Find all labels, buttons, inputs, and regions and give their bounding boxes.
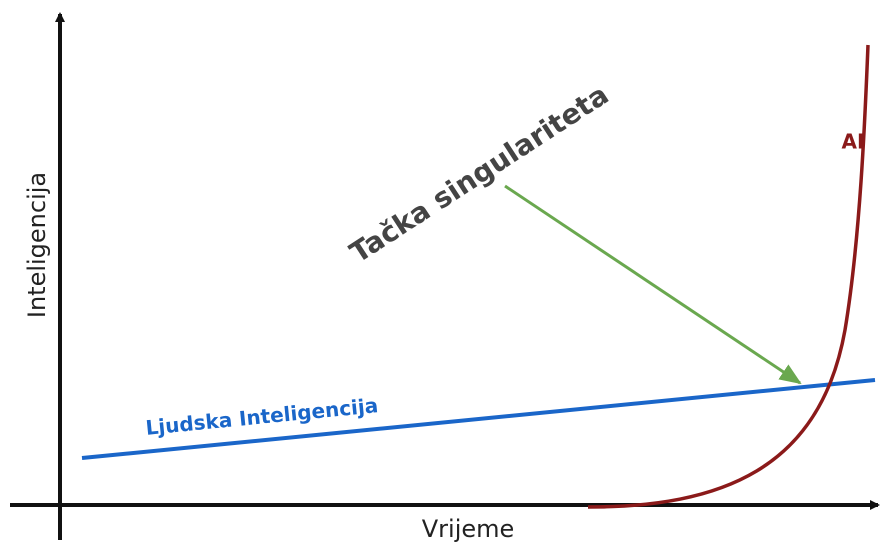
ai-label: AI — [842, 130, 865, 154]
annotation: Tačka singulariteta — [344, 78, 614, 270]
x-axis-label: Vrijeme — [422, 515, 515, 543]
y-axis-label: Inteligencija — [23, 172, 51, 318]
annotation-arrow — [504, 184, 802, 385]
ai-curve — [587, 44, 870, 509]
human-line — [81, 378, 876, 460]
